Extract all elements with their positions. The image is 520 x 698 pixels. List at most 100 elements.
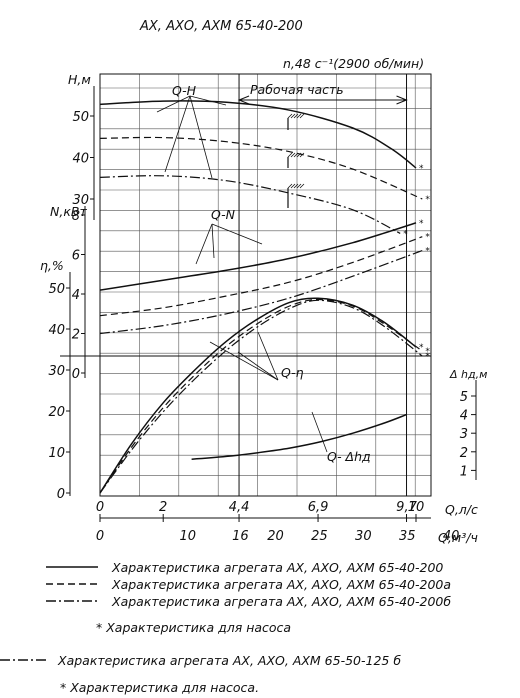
axis-label-q-ls: Q,л/с	[445, 502, 478, 517]
leader-line-2	[189, 95, 213, 179]
series-q-dashdot-8	[99, 299, 423, 494]
work-zone-label: Рабочая часть	[250, 82, 344, 97]
tick-q-ls-label-1: 2	[159, 500, 167, 515]
legend-label-2: Характеристика агрегата АХ, АХО, АХМ 65-…	[111, 594, 451, 609]
tick-eta-40-label: 40	[48, 323, 65, 338]
plot-frame	[99, 73, 432, 497]
tick-n-0-label: 0	[72, 367, 80, 382]
arrow-left-head	[237, 95, 250, 105]
tick-q-m3h-label-0: 0	[96, 529, 104, 544]
pump-asterisk: *	[425, 233, 430, 243]
hatch-stroke	[290, 183, 296, 189]
hatch-stroke	[287, 113, 293, 119]
tick-q-m3h-label-3: 20	[267, 529, 284, 544]
pump-asterisk: *	[419, 164, 424, 174]
leader-line-3	[189, 95, 227, 106]
tick-q-ls-label-5: 10	[408, 500, 425, 515]
tick-q-ls-label-2: 4,4	[229, 500, 250, 515]
chart-annotations: ******* **	[156, 95, 430, 453]
hatch-stroke	[299, 152, 305, 158]
series-qh-dashed-1	[99, 136, 423, 200]
label-q-n: Q-N	[211, 207, 236, 222]
tick-eta-50-label: 50	[48, 282, 65, 297]
leader-line-1	[164, 95, 191, 173]
series-qh-solid-9	[191, 413, 407, 460]
hatch-stroke	[293, 152, 299, 158]
tick-dh-4-label: 4	[460, 409, 468, 424]
hatch-stroke	[296, 152, 302, 158]
legend-extra-label: Характеристика агрегата АХ, АХО, АХМ 65-…	[57, 653, 401, 668]
series-q-solid-6	[99, 297, 417, 494]
tick-h-40-label: 40	[72, 152, 89, 167]
tick-eta-10-label: 10	[48, 446, 65, 461]
chart-series	[99, 100, 423, 494]
label-q-h: Q-H	[172, 83, 197, 98]
tick-q-m3h-label-7: 40	[443, 529, 460, 544]
hatch-stroke	[299, 183, 305, 189]
hatch-stroke	[287, 152, 293, 158]
series-qn-dashed-4	[99, 236, 423, 317]
footnote-2: * Характеристика для насоса.	[60, 680, 259, 695]
tick-n-8-label: 8	[72, 209, 80, 224]
hatch-stroke	[290, 113, 296, 119]
pump-asterisk: *	[419, 219, 424, 229]
series-q-dashed-7	[99, 298, 423, 494]
tick-dh-2-label: 2	[460, 446, 468, 461]
axis-label-eta: η,%	[40, 258, 64, 273]
tick-q-m3h-label-1: 10	[180, 529, 197, 544]
leader-line-10	[311, 411, 328, 453]
pump-asterisk: *	[425, 247, 430, 257]
hatch-stroke	[293, 183, 299, 189]
tick-q-ls-label-3: 6,9	[308, 500, 329, 515]
tick-q-m3h-label-4: 25	[311, 529, 328, 544]
leader-line-9	[257, 331, 279, 381]
tick-q-m3h-label-2: 16	[232, 529, 249, 544]
footnote-1: * Характеристика для насоса	[96, 620, 291, 635]
hatch-stroke	[296, 113, 302, 119]
series-qh-dashdot-2	[99, 175, 401, 234]
chart-grid	[99, 74, 431, 497]
tick-n-4-label: 4	[72, 288, 80, 303]
label-q-eta: Q-η	[281, 365, 304, 380]
tick-dh-1-label: 1	[460, 464, 468, 479]
hatch-stroke	[287, 183, 293, 189]
leader-line-5	[211, 223, 215, 259]
pump-asterisk: *	[419, 343, 424, 353]
leader-line-7	[209, 341, 279, 381]
hatch-stroke	[293, 113, 299, 119]
tick-n-2-label: 2	[72, 328, 80, 343]
series-qn-dashdot-5	[99, 250, 423, 335]
leader-line-8	[237, 351, 279, 381]
leader-line-6	[211, 223, 263, 245]
tick-q-m3h-label-5: 30	[355, 529, 372, 544]
legend-label-0: Характеристика агрегата АХ, АХО, АХМ 65-…	[111, 560, 443, 575]
series-qn-solid-3	[99, 222, 417, 291]
tick-dh-3-label: 3	[460, 427, 468, 442]
chart-title: АХ, АХО, АХМ 65-40-200	[139, 19, 303, 34]
pump-asterisk: *	[425, 352, 430, 362]
axis-label-dh: Δ hд,м	[449, 368, 487, 381]
tick-h-30-label: 30	[72, 193, 89, 208]
leader-line-0	[156, 95, 191, 113]
tick-q-ls-label-4: 9,7	[396, 500, 417, 515]
axis-label-h: H,м	[68, 72, 91, 87]
tick-h-50-label: 50	[72, 110, 89, 125]
axis-label-n: N,кВт	[50, 204, 87, 219]
chart-axes	[60, 73, 477, 522]
leader-line-4	[195, 223, 213, 265]
pump-asterisk: *	[425, 347, 430, 357]
series-qh-solid-0	[99, 100, 417, 169]
legend-label-1: Характеристика агрегата АХ, АХО, АХМ 65-…	[111, 577, 451, 592]
arrow-right-head	[396, 95, 408, 105]
tick-n-6-label: 6	[72, 249, 80, 264]
tick-eta-0-label: 0	[57, 487, 65, 502]
tick-eta-20-label: 20	[48, 405, 65, 420]
hatch-stroke	[299, 113, 305, 119]
pump-asterisk: *	[403, 229, 408, 239]
chart-legend: Характеристика агрегата АХ, АХО, АХМ 65-…	[0, 560, 451, 661]
hatch-stroke	[296, 183, 302, 189]
tick-q-m3h-label-6: 35	[399, 529, 416, 544]
label-q-dh: Q- Δhд	[327, 449, 371, 464]
